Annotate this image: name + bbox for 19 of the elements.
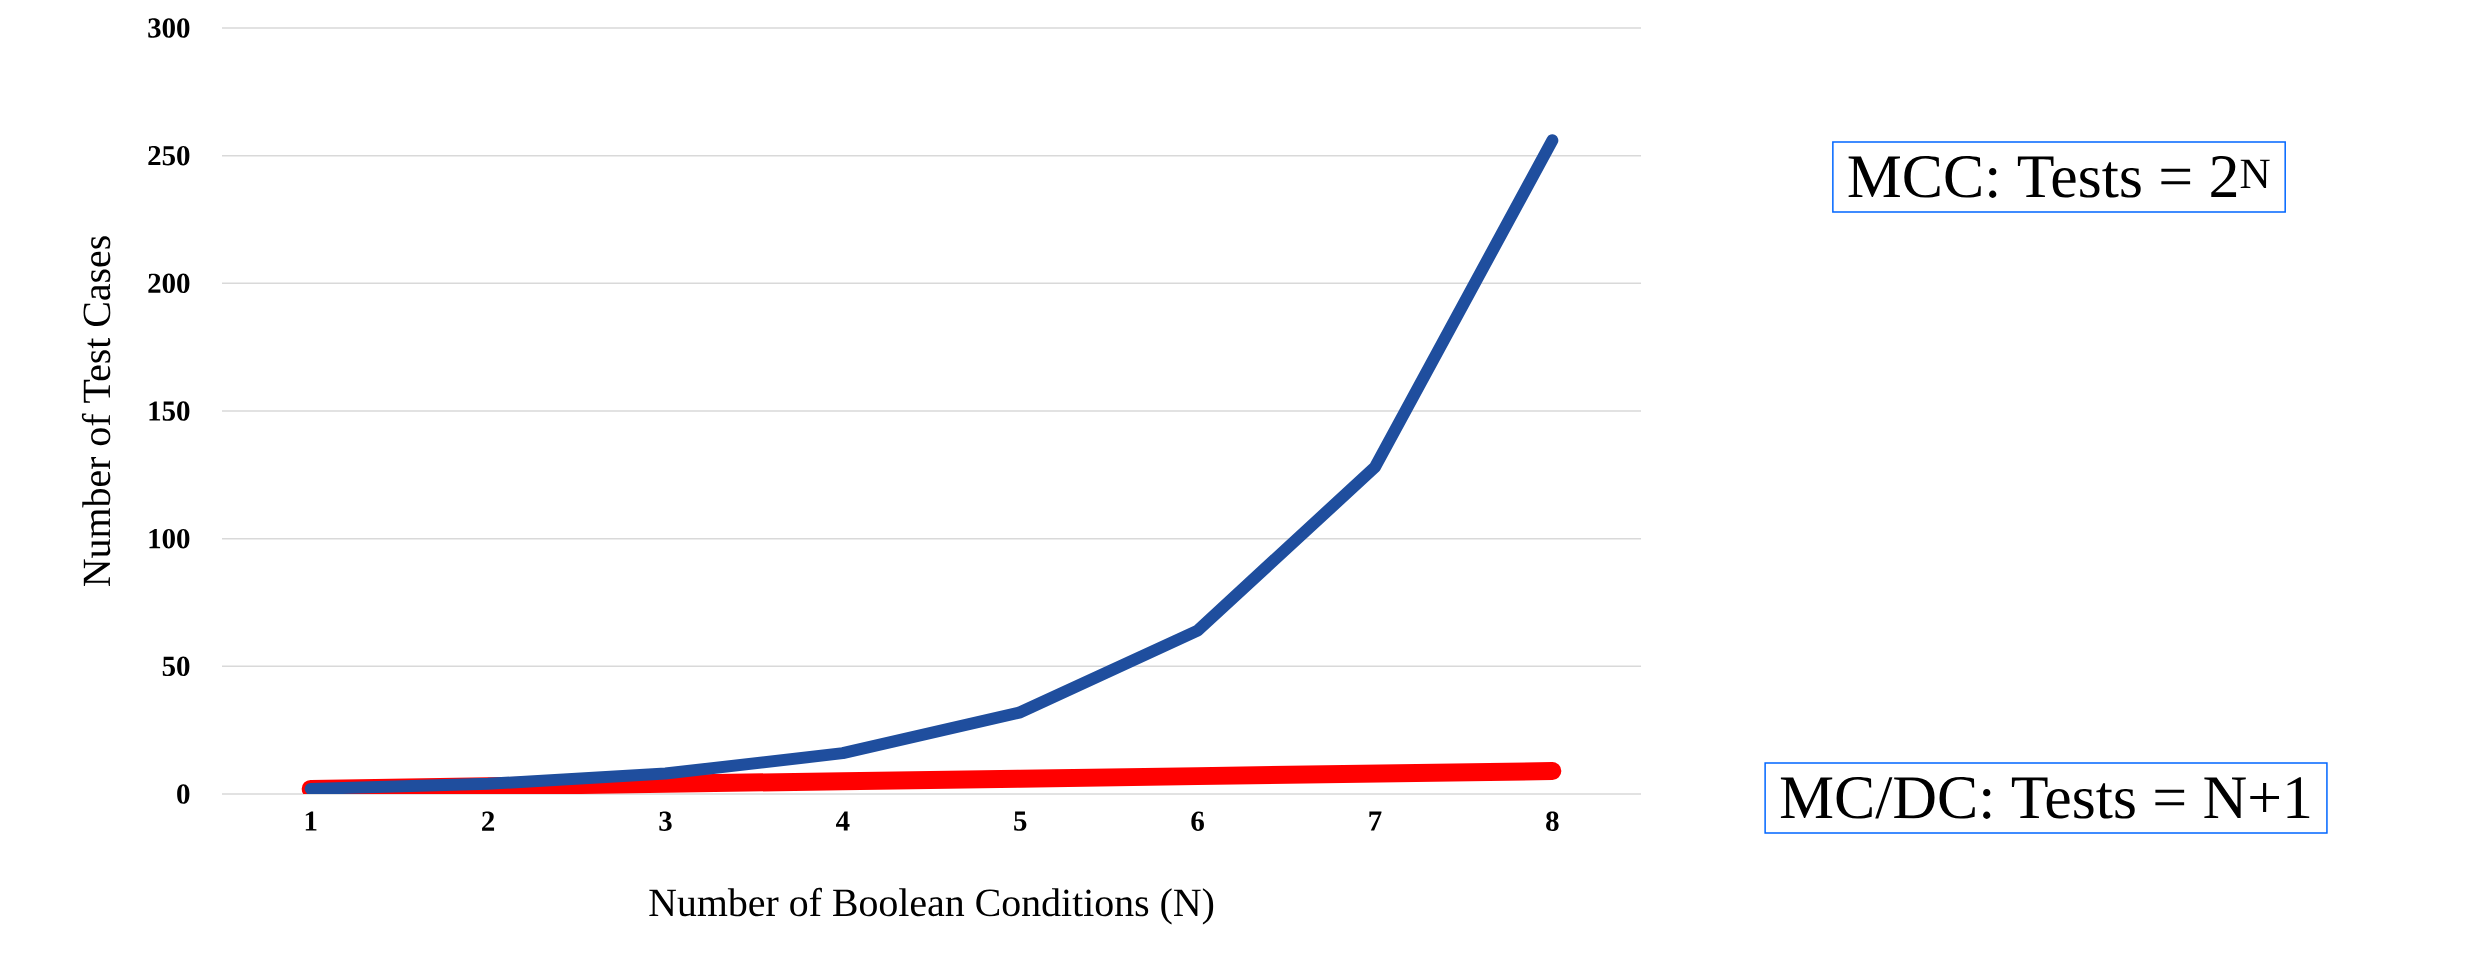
y-tick-label: 100 (149, 528, 190, 549)
x-tick-label: 7 (1369, 811, 1382, 831)
y-tick-label: 300 (148, 18, 190, 38)
y-tick-label: 50 (162, 656, 190, 677)
x-tick-label: 2 (482, 811, 495, 831)
x-tick-label: 8 (1546, 811, 1559, 832)
x-tick-label: 1 (305, 811, 317, 831)
y-tick-label: 150 (149, 401, 190, 421)
text: MCC: Tests = 2$^{N}$ (1848, 156, 2270, 198)
x-tick-label: 6 (1191, 811, 1204, 831)
y-tick-label: 0 (177, 784, 190, 804)
y-tick-label: 250 (148, 145, 190, 166)
y-tick-label: 200 (148, 273, 190, 294)
x-tick-label: 5 (1014, 811, 1027, 831)
text: MC/DC: Tests = N+1 (1780, 777, 2310, 819)
x-tick-label: 3 (659, 811, 672, 831)
y-axis-title: Number of Test Cases (81, 236, 111, 587)
x-axis-title: Number of Boolean Conditions (N) (649, 887, 1214, 925)
x-tick-label: 4 (836, 811, 850, 831)
